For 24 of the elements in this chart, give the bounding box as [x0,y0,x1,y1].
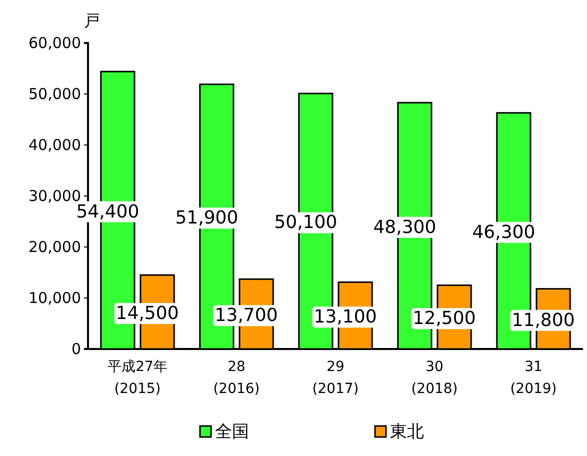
y-tick-label: 0 [71,340,81,358]
data-label: 11,800 [512,310,575,331]
y-axis-title: 戸 [84,11,100,30]
y-tick-label: 50,000 [28,84,81,103]
x-tick-label: 28 (2016) [213,359,260,397]
x-tick-label: 30 (2018) [411,359,458,397]
data-label: 50,100 [274,212,338,234]
data-label: 54,400 [76,201,140,222]
data-label: 12,500 [412,308,476,330]
data-label: 51,900 [175,208,238,229]
data-label: 46,300 [472,222,536,243]
y-tick-label: 20,000 [28,238,81,256]
x-tick-label: 29 (2017) [312,359,359,397]
data-label: 13,100 [314,306,377,328]
x-tick-label: 31 (2019) [510,359,557,397]
legend-label: 東北 [390,422,424,442]
data-label: 14,500 [116,303,179,324]
legend-label: 全国 [215,422,249,442]
data-label: 13,700 [214,305,278,326]
y-tick-label: 10,000 [28,288,81,307]
y-tick-label: 60,000 [28,34,81,52]
y-tick-label: 40,000 [28,136,81,154]
x-tick-label: 平成27年 (2015) [108,359,168,397]
data-label: 48,300 [373,216,436,238]
